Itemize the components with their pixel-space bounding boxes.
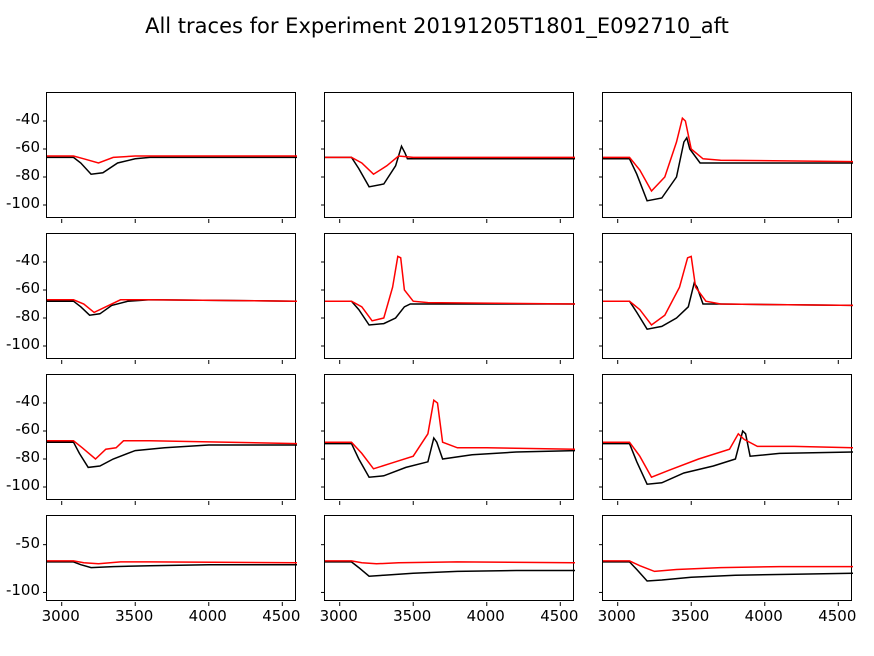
subplot	[602, 374, 852, 500]
subplot	[46, 233, 296, 359]
y-tick-label: -100	[6, 335, 40, 353]
y-tick-label: -80	[16, 448, 41, 466]
trace-black	[603, 562, 853, 581]
trace-canvas	[47, 516, 297, 602]
y-tick-label: -60	[16, 138, 41, 156]
x-tick-label: 4500	[259, 607, 303, 625]
y-tick-label: -60	[16, 279, 41, 297]
x-tick-label: 3000	[317, 607, 361, 625]
y-tick-label: -80	[16, 166, 41, 184]
trace-canvas	[325, 516, 575, 602]
x-tick-label: 4500	[815, 607, 859, 625]
subplot	[46, 92, 296, 218]
trace-black	[325, 301, 575, 325]
trace-red	[325, 256, 575, 320]
y-tick-label: -100	[6, 194, 40, 212]
y-tick-label: -100	[6, 581, 40, 599]
x-tick-label: 4000	[464, 607, 508, 625]
trace-black	[325, 438, 575, 477]
subplot	[324, 233, 574, 359]
trace-black	[325, 562, 575, 576]
trace-canvas	[47, 93, 297, 219]
x-tick-label: 4000	[186, 607, 230, 625]
subplot	[602, 233, 852, 359]
trace-black	[603, 283, 853, 329]
trace-canvas	[603, 234, 853, 360]
subplot	[324, 92, 574, 218]
y-tick-label: -80	[16, 307, 41, 325]
y-tick-label: -40	[16, 251, 41, 269]
y-tick-label: -100	[6, 476, 40, 494]
trace-canvas	[325, 234, 575, 360]
trace-canvas	[325, 375, 575, 501]
x-tick-label: 3500	[112, 607, 156, 625]
trace-black	[325, 146, 575, 187]
subplot	[324, 374, 574, 500]
trace-red	[603, 256, 853, 325]
x-tick-label: 4000	[742, 607, 786, 625]
trace-canvas	[603, 93, 853, 219]
trace-canvas	[47, 375, 297, 501]
x-tick-label: 3000	[39, 607, 83, 625]
trace-red	[47, 561, 297, 564]
x-tick-label: 3500	[390, 607, 434, 625]
trace-black	[47, 157, 297, 174]
trace-black	[47, 442, 297, 467]
trace-red	[325, 561, 575, 564]
trace-red	[603, 118, 853, 191]
subplot	[46, 515, 296, 601]
trace-canvas	[47, 234, 297, 360]
subplot	[46, 374, 296, 500]
y-tick-label: -40	[16, 110, 41, 128]
trace-canvas	[325, 93, 575, 219]
trace-black	[47, 300, 297, 315]
x-tick-label: 3500	[668, 607, 712, 625]
x-tick-label: 4500	[537, 607, 581, 625]
y-tick-label: -60	[16, 420, 41, 438]
chart-title: All traces for Experiment 20191205T1801_…	[0, 14, 874, 38]
trace-black	[603, 138, 853, 201]
figure: All traces for Experiment 20191205T1801_…	[0, 0, 874, 656]
y-tick-label: -40	[16, 392, 41, 410]
y-tick-label: -50	[16, 534, 41, 552]
trace-red	[603, 561, 853, 572]
trace-canvas	[603, 516, 853, 602]
trace-canvas	[603, 375, 853, 501]
subplot	[324, 515, 574, 601]
trace-red	[47, 441, 297, 459]
x-tick-label: 3000	[595, 607, 639, 625]
subplot	[602, 92, 852, 218]
subplot	[602, 515, 852, 601]
